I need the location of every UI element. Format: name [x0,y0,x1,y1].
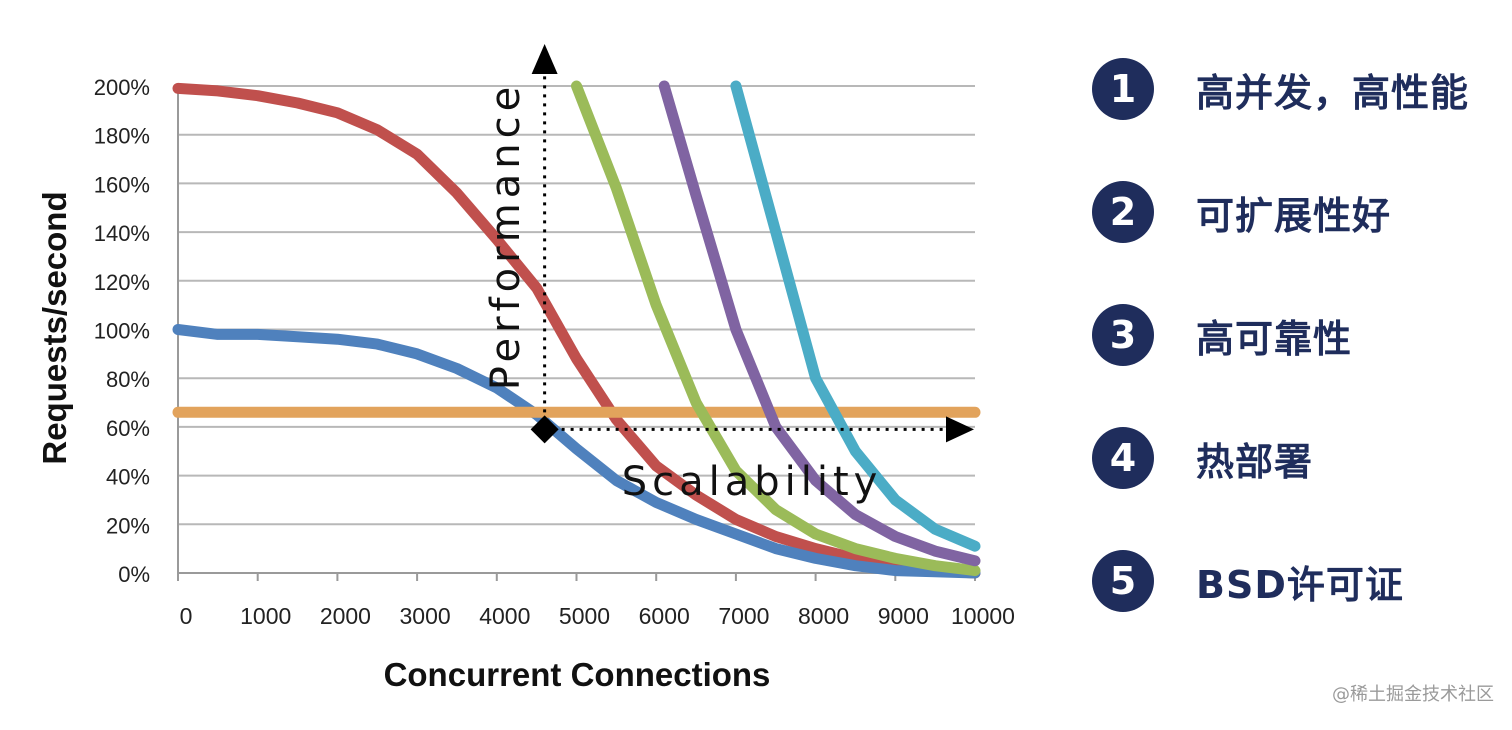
feature-list: 1 高并发，高性能 2 可扩展性好 3 高可靠性 4 热部署 5 BSD许可证 [1092,58,1512,673]
y-tick-label: 100% [94,319,150,344]
y-tick-label: 40% [106,465,150,490]
x-tick-label: 1000 [240,603,291,629]
performance-arrowhead [531,44,558,74]
x-tick-label: 2000 [320,603,371,629]
y-tick-label: 120% [94,270,150,295]
x-tick-label: 4000 [479,603,530,629]
feature-badge-3: 3 [1092,304,1154,366]
feature-item-2: 2 可扩展性好 [1092,181,1512,243]
series-line-red [172,82,981,579]
x-tick-label: 6000 [639,603,690,629]
y-tick-label: 0% [118,562,150,587]
feature-item-5: 5 BSD许可证 [1092,550,1512,612]
y-tick-label: 140% [94,221,150,246]
feature-badge-4: 4 [1092,427,1154,489]
x-tick-label: 8000 [798,603,849,629]
feature-label-3: 高可靠性 [1196,316,1353,361]
y-tick-label: 200% [94,75,150,100]
performance-label: Performance [483,82,529,390]
feature-item-4: 4 热部署 [1092,427,1512,489]
series-line-blue [172,324,981,579]
x-tick-label: 3000 [400,603,451,629]
grid-lines [178,85,975,574]
watermark: @稀土掘金技术社区 [1332,684,1494,705]
feature-label-4: 热部署 [1196,439,1314,484]
series-line-teal [730,80,981,552]
annotations: Performance Scalability [483,44,974,505]
y-tick-label: 80% [106,367,150,392]
feature-label-5: BSD许可证 [1196,562,1404,607]
x-axis-title: Concurrent Connections [384,656,771,693]
y-tick-label: 60% [106,416,150,441]
feature-badge-2: 2 [1092,181,1154,243]
intersection-marker [530,415,559,444]
feature-item-1: 1 高并发，高性能 [1092,58,1512,120]
x-tick-label: 0 [180,603,193,629]
feature-badge-5: 5 [1092,550,1154,612]
feature-label-2: 可扩展性好 [1196,193,1392,238]
series-line-purple [658,80,981,567]
feature-item-3: 3 高可靠性 [1092,304,1512,366]
feature-badge-1: 1 [1092,58,1154,120]
y-axis-title: Requests/second [36,191,73,464]
scalability-label: Scalability [622,459,883,505]
x-tick-label: 10000 [951,603,1015,629]
x-tick-label: 7000 [718,603,769,629]
series-lines [172,80,981,579]
y-tick-label: 180% [94,124,150,149]
feature-label-1: 高并发，高性能 [1196,70,1470,115]
y-tick-label: 20% [106,513,150,538]
x-tick-label: 9000 [878,603,929,629]
series-line-green [571,80,981,577]
y-tick-label: 160% [94,172,150,197]
x-tick-label: 5000 [559,603,610,629]
axis-labels: 0% 20% 40% 60% 80% 100% 120% 140% 160% 180% 200% 0 1… [36,75,1015,693]
scalability-arrowhead [946,416,974,443]
